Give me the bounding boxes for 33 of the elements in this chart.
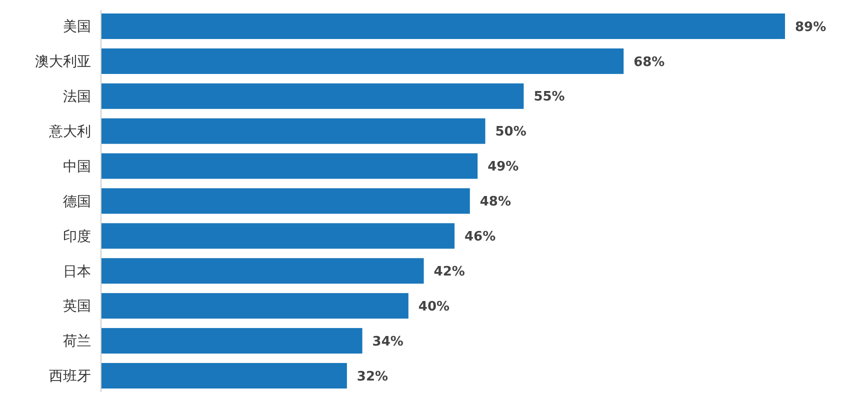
data-label: 55% [534,90,565,105]
y-tick-label: 美国 [63,19,91,36]
bar [101,83,524,109]
bar [101,153,478,179]
y-tick-label: 印度 [63,228,91,245]
data-label: 89% [795,20,826,35]
bar [101,118,486,144]
y-tick-label: 日本 [63,264,91,280]
bar [101,328,362,354]
bar [101,223,455,249]
y-tick-label: 澳大利亚 [35,54,91,70]
bar [101,362,347,389]
bar [101,188,470,214]
y-tick-label: 意大利 [48,124,91,140]
data-label: 42% [434,264,465,280]
data-label: 40% [418,299,450,314]
bar [101,258,424,284]
bar [101,13,785,40]
data-label: 34% [372,334,404,350]
y-tick-label: 法国 [63,89,91,106]
data-label: 50% [495,124,526,140]
data-label: 46% [464,230,496,244]
data-label: 49% [488,160,519,175]
y-tick-label: 英国 [63,298,91,315]
data-label: 48% [480,194,512,210]
bar [101,293,408,319]
bar [101,48,624,74]
y-tick-label: 中国 [63,158,91,175]
data-label: 32% [356,369,388,384]
y-tick-label: 西班牙 [49,368,91,385]
y-tick-label: 荷兰 [63,334,91,350]
y-tick-label: 德国 [63,194,91,210]
data-label: 68% [634,54,665,70]
